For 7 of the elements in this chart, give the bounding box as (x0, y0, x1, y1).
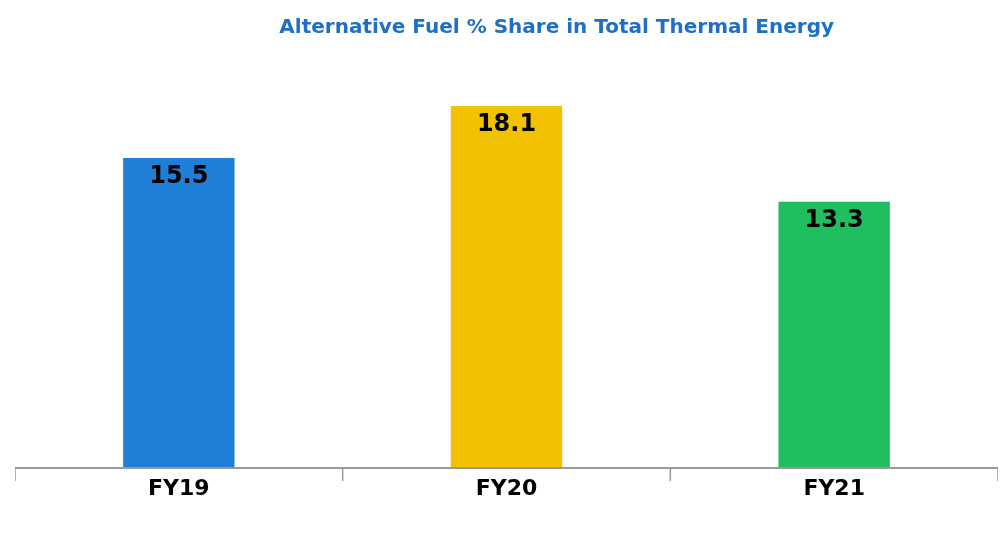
x-tick-label: FY21 (803, 475, 865, 501)
data-label: 15.5 (149, 160, 209, 189)
chart-title: Alternative Fuel % Share in Total Thermal Energy (279, 13, 834, 38)
data-label: 18.1 (476, 109, 537, 138)
x-tick-label: FY20 (475, 475, 538, 501)
data-label: 13.3 (804, 204, 864, 233)
x-tick-label: FY19 (148, 475, 210, 501)
